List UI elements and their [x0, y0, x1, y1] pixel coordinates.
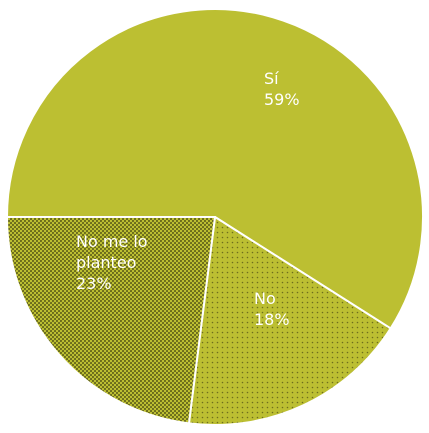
slice-percent: 23%: [76, 274, 112, 293]
slice-label-0: Sí 59%: [264, 69, 300, 109]
slice-percent: 18%: [254, 310, 290, 329]
slice-label-1: No 18%: [254, 289, 290, 329]
pie-slice-no: [187, 216, 392, 426]
pie-labels: Sí 59% No 18% No me lo planteo 23%: [76, 69, 300, 329]
pie-slice-no-me-lo-planteo: [6, 216, 216, 425]
pie-slice-sí: [6, 8, 424, 330]
pie-slices: [6, 8, 424, 426]
slice-name: Sí: [264, 69, 279, 88]
slice-label-2: No me lo planteo 23%: [76, 232, 148, 293]
slice-percent: 59%: [264, 90, 300, 109]
slice-name: No me lo: [76, 232, 148, 251]
slice-name: planteo: [76, 253, 136, 272]
slice-name: No: [254, 289, 276, 308]
